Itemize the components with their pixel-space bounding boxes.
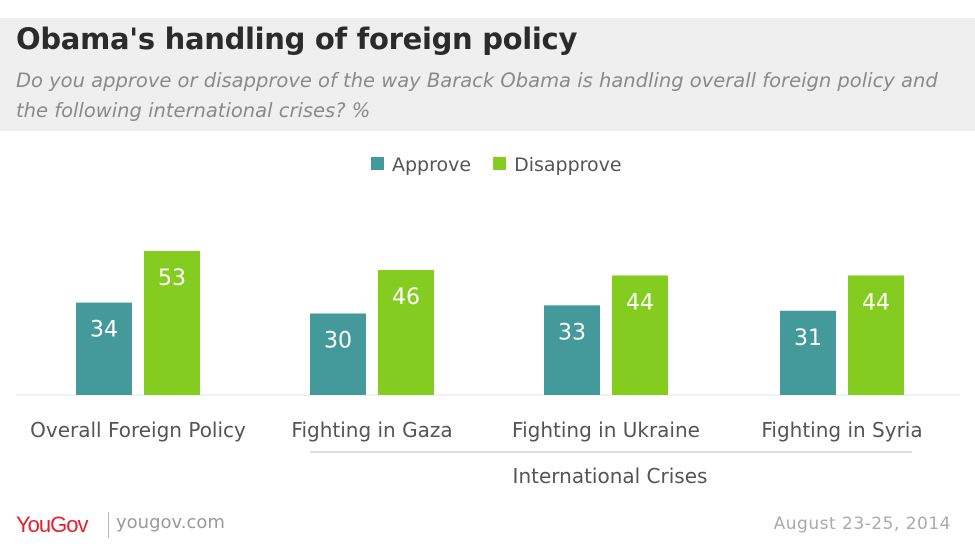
chart-title: Obama's handling of foreign policy [16,22,578,56]
legend-swatch-approve [371,157,384,170]
bar-approve [76,302,132,395]
bar-disapprove [848,275,904,395]
footer-url[interactable]: yougov.com [116,512,225,533]
data-label: 34 [90,318,118,343]
header: Obama's handling of foreign policy Do yo… [0,18,975,131]
category-label: Fighting in Syria [761,418,922,442]
data-label: 53 [158,266,186,291]
legend-label-disapprove: Disapprove [514,154,622,176]
category-label: Fighting in Gaza [291,418,452,442]
group-label: International Crises [513,464,708,488]
legend-label-approve: Approve [392,154,471,176]
category-label: Overall Foreign Policy [30,418,246,442]
data-label: 44 [862,290,890,315]
footer-divider [108,512,109,538]
data-label: 46 [392,285,420,310]
data-label: 30 [324,328,352,353]
bar-disapprove [144,251,200,395]
legend-swatch-disapprove [493,157,507,170]
bar-approve [544,305,600,395]
chart-subtitle: Do you approve or disapprove of the way … [16,69,938,122]
data-label: 44 [626,290,654,315]
bar-disapprove [378,270,434,395]
survey-date: August 23-25, 2014 [773,514,951,534]
bar-approve [310,313,366,395]
category-label: Fighting in Ukraine [512,418,700,442]
bar-disapprove [612,275,668,395]
data-label: 33 [558,320,586,345]
yougov-logo[interactable]: YouGov [16,512,88,537]
data-label: 31 [794,326,822,351]
bar-approve [780,310,836,395]
